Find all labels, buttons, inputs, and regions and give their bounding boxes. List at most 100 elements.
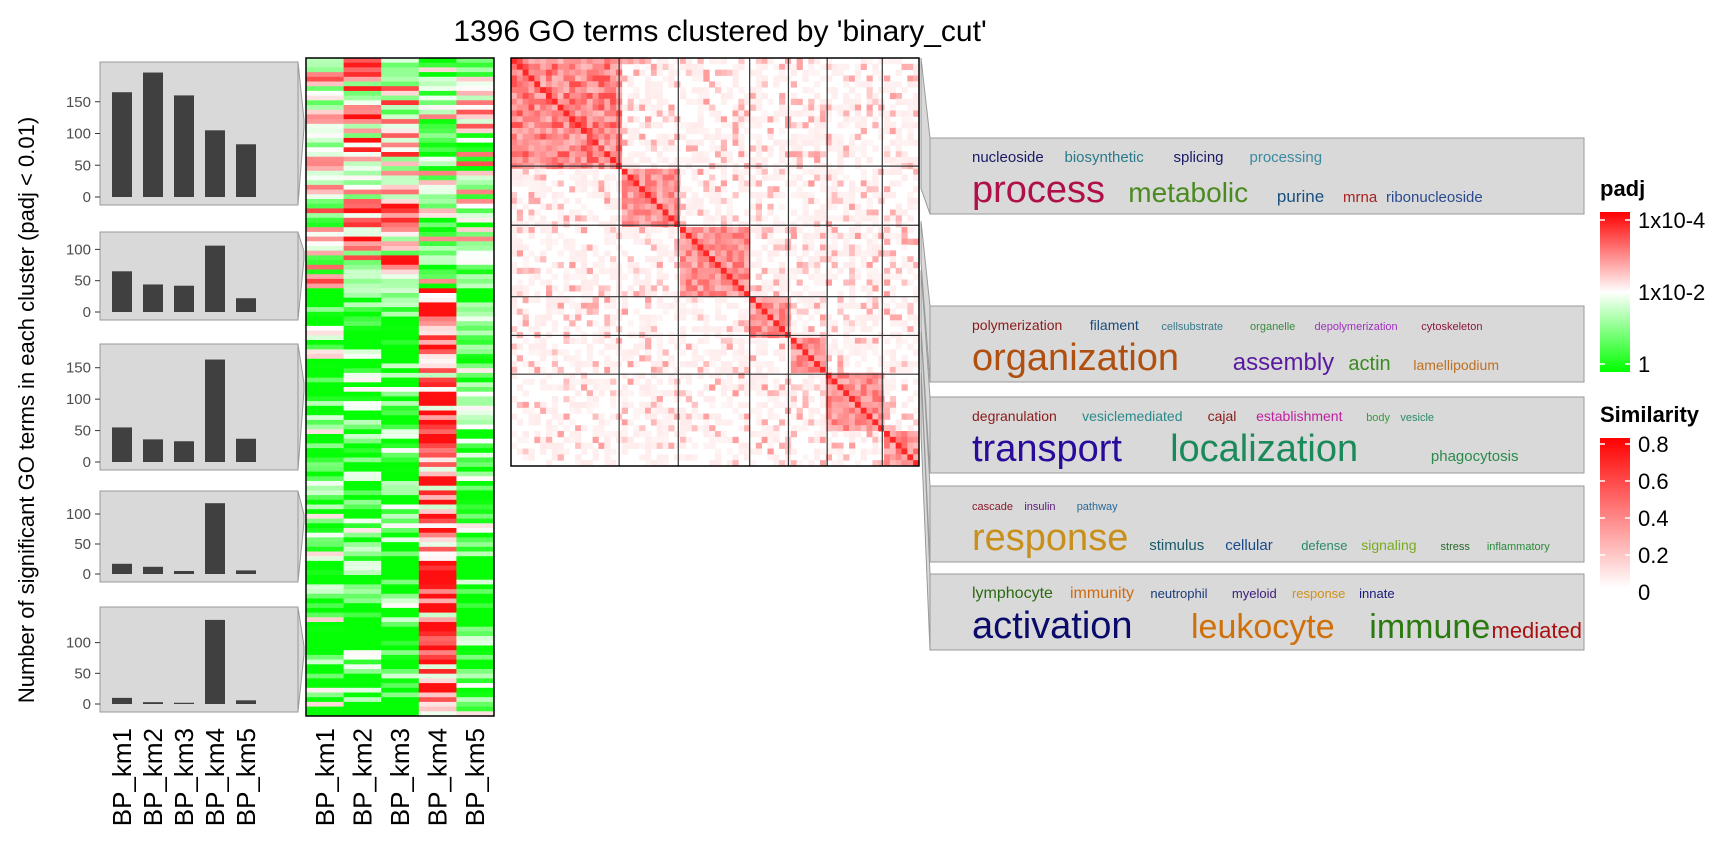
similarity-cell xyxy=(709,197,716,205)
similarity-cell xyxy=(569,396,576,403)
similarity-cell xyxy=(511,133,518,140)
similarity-cell xyxy=(749,378,757,385)
barplot-x-labels: BP_km1 BP_km2 BP_km3 BP_km4 BP_km5 xyxy=(107,728,261,826)
similarity-cell xyxy=(592,133,599,140)
similarity-cell xyxy=(586,157,593,164)
similarity-cell xyxy=(551,87,559,94)
similarity-cell xyxy=(808,366,815,374)
similarity-cell xyxy=(575,366,582,374)
significance-cell xyxy=(381,579,420,585)
similarity-cell xyxy=(685,273,693,280)
similarity-cell xyxy=(732,262,739,269)
significance-cell xyxy=(306,231,345,238)
similarity-cell xyxy=(604,75,611,82)
similarity-cell xyxy=(545,436,553,444)
significance-cell xyxy=(343,344,382,350)
similarity-cell xyxy=(639,180,646,187)
similarity-cell xyxy=(668,302,675,310)
significance-cell xyxy=(343,166,382,172)
significance-cell xyxy=(306,264,345,270)
similarity-cell xyxy=(569,302,576,310)
similarity-cell xyxy=(569,285,576,292)
significance-cell xyxy=(343,72,382,78)
significance-cell xyxy=(306,622,345,628)
significance-cell xyxy=(418,246,457,252)
significance-cell xyxy=(306,128,345,134)
similarity-cell xyxy=(895,81,902,88)
significance-cell xyxy=(306,683,345,689)
similarity-cell xyxy=(901,244,908,251)
similarity-cell xyxy=(575,122,582,129)
significance-cell xyxy=(418,302,457,308)
similarity-cell xyxy=(808,361,815,368)
similarity-cell xyxy=(761,215,768,222)
similarity-cell xyxy=(907,192,914,199)
similarity-cell xyxy=(645,314,652,321)
similarity-cell xyxy=(860,122,867,129)
similarity-cell xyxy=(610,122,617,129)
similarity-cell xyxy=(592,75,599,82)
similarity-cell xyxy=(540,104,547,111)
similarity-cell xyxy=(691,291,698,298)
similarity-cell xyxy=(889,372,897,379)
similarity-cell xyxy=(534,221,541,228)
significance-cell xyxy=(343,471,382,477)
significance-cell xyxy=(381,114,420,120)
similarity-cell xyxy=(650,262,658,269)
significance-cell xyxy=(381,203,420,209)
similarity-cell xyxy=(563,448,570,455)
similarity-cell xyxy=(843,326,850,333)
similarity-cell xyxy=(732,168,739,175)
similarity-cell xyxy=(808,372,815,379)
significance-cell xyxy=(381,269,420,275)
wordcloud-word: defense xyxy=(1301,538,1347,553)
similarity-cell xyxy=(767,232,774,240)
significance-cell xyxy=(456,551,495,557)
similarity-cell xyxy=(633,221,640,228)
similarity-cell xyxy=(755,209,763,216)
similarity-cell xyxy=(662,407,669,414)
similarity-cell xyxy=(604,232,611,240)
similarity-cell xyxy=(592,413,599,420)
similarity-cell xyxy=(860,180,867,187)
similarity-cell xyxy=(598,390,605,397)
significance-cell xyxy=(381,119,420,125)
similarity-cell xyxy=(720,157,728,164)
similarity-cell xyxy=(598,157,605,164)
similarity-cell xyxy=(860,145,867,152)
similarity-cell xyxy=(575,139,582,146)
significance-cell xyxy=(306,297,345,303)
significance-cell xyxy=(456,264,495,270)
similarity-cell xyxy=(598,291,605,298)
similarity-cell xyxy=(656,267,663,275)
similarity-cell xyxy=(767,425,774,432)
similarity-cell xyxy=(551,401,559,409)
significance-cell xyxy=(306,669,345,675)
wordcloud-box xyxy=(929,305,1585,383)
similarity-cell xyxy=(645,227,652,234)
significance-cell xyxy=(381,180,420,186)
significance-cell xyxy=(381,147,420,153)
similarity-cell xyxy=(633,133,640,140)
similarity-cell xyxy=(680,203,687,210)
significance-cell xyxy=(456,58,495,64)
similarity-cell xyxy=(545,69,553,76)
similarity-tick-label: 0.4 xyxy=(1638,506,1669,531)
significance-cell xyxy=(418,598,457,604)
similarity-cell xyxy=(744,180,751,187)
similarity-cell xyxy=(551,145,559,152)
similarity-cell xyxy=(639,279,646,286)
similarity-cell xyxy=(511,110,518,117)
significance-cell xyxy=(456,316,495,322)
similarity-cell xyxy=(645,320,652,327)
similarity-cell xyxy=(878,227,885,234)
similarity-cell xyxy=(738,273,745,280)
similarity-cell xyxy=(907,343,914,350)
similarity-cell xyxy=(569,250,576,257)
wordcloud-word: depolymerization xyxy=(1315,321,1398,333)
similarity-cell xyxy=(516,139,524,146)
significance-cell xyxy=(381,485,420,491)
similarity-cell xyxy=(819,250,827,257)
similarity-cell xyxy=(586,279,593,286)
significance-cell xyxy=(343,415,382,421)
